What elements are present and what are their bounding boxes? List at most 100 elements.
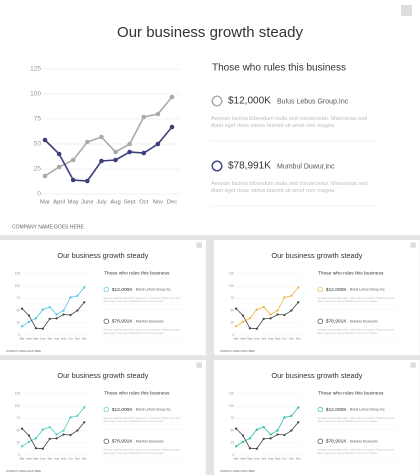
description-box: Aenean lacinia bibendum nulla sed consec… — [317, 417, 394, 423]
data-point — [297, 301, 300, 304]
y-tick-label: 75 — [17, 416, 21, 420]
description-box: Aenean lacinia bibendum nulla sed consec… — [211, 181, 367, 194]
y-tick-label: 125 — [15, 392, 21, 396]
legend-marker — [103, 438, 110, 445]
footer: COMPANY NAME GOES HERE — [6, 470, 41, 473]
x-tick-label: June — [81, 200, 94, 206]
x-tick-label: April — [53, 200, 65, 206]
data-point — [62, 433, 65, 436]
y-tick-label: 0 — [37, 191, 41, 198]
data-point — [290, 429, 293, 432]
data-point — [27, 314, 31, 317]
legend-marker — [103, 286, 110, 293]
legend-name: Bulus Lebus Group,Inc — [136, 288, 171, 292]
data-point — [48, 317, 51, 321]
x-tick-label: Sept — [275, 457, 281, 461]
description: Aenean lacinia bibendum nulla sed consec… — [317, 296, 395, 304]
x-tick-label: Sept — [124, 200, 136, 206]
y-tick-label: 25 — [231, 321, 235, 325]
panel-title: Those who rules this business — [318, 271, 384, 277]
data-point — [20, 325, 24, 328]
legend-marker — [103, 318, 110, 325]
description: Aenean lacinia bibendum nulla sed consec… — [103, 416, 181, 424]
slide-background — [0, 360, 206, 475]
series-line — [21, 287, 85, 327]
data-point — [269, 313, 272, 316]
data-point — [69, 313, 72, 317]
data-point — [269, 317, 272, 320]
x-tick-label: June — [40, 457, 47, 461]
data-point — [290, 294, 293, 297]
x-tick-label: July — [47, 457, 53, 461]
series-line — [235, 287, 299, 327]
description: Aenean lacinia bibendum nulla sed consec… — [317, 448, 395, 456]
data-point — [83, 421, 86, 424]
data-point — [248, 437, 252, 440]
legend-name: Mumbul Duwur,inc — [136, 319, 164, 323]
slide-icon — [401, 5, 412, 16]
slide-title: Our business growth steady — [117, 24, 303, 41]
data-point — [70, 177, 76, 183]
slide-title: Our business growth steady — [271, 251, 362, 260]
legend-marker — [103, 406, 110, 413]
x-tick-label: Mar — [234, 457, 239, 461]
x-tick-label: June — [254, 457, 261, 461]
x-tick-label: April — [240, 337, 246, 341]
x-tick-label: Dec — [82, 457, 88, 461]
legend-name: Mumbul Duwur,inc — [136, 439, 164, 443]
data-point — [34, 317, 38, 320]
data-point — [241, 314, 245, 317]
data-point — [283, 296, 286, 299]
x-tick-label: Dec — [167, 200, 177, 206]
slide-title: Our business growth steady — [271, 371, 362, 380]
data-point — [113, 157, 118, 163]
legend-name: Bulus Lebus Group,Inc — [277, 98, 349, 105]
data-point — [62, 313, 65, 316]
data-point — [276, 309, 279, 312]
x-tick-label: Nov — [153, 200, 163, 206]
x-tick-label: June — [254, 337, 261, 341]
description: Aenean lacinia bibendum nulla sed consec… — [103, 328, 181, 336]
panel-title: Those who rules this business — [318, 391, 384, 397]
description-box: Aenean lacinia bibendum nulla sed consec… — [103, 416, 181, 424]
x-tick-label: May — [247, 337, 253, 341]
slide-background — [214, 240, 420, 356]
data-point — [269, 433, 272, 436]
data-point — [255, 308, 258, 311]
data-point — [41, 428, 44, 431]
data-point — [34, 437, 38, 440]
x-tick-label: Mar — [234, 337, 239, 341]
slide-title: Our business growth steady — [57, 371, 148, 380]
data-point — [248, 447, 252, 450]
footer: COMPANY NAME GOES HERE — [220, 350, 255, 353]
data-point — [56, 164, 62, 170]
description-box: Aenean lacinia bibendum nulla sed consec… — [211, 116, 367, 129]
y-tick-label: 50 — [34, 141, 42, 148]
x-tick-label: Nov — [75, 337, 81, 341]
panel-title: Those who rules this business — [104, 271, 170, 277]
data-point — [269, 437, 272, 440]
y-tick-label: 125 — [229, 392, 235, 396]
data-point — [248, 317, 252, 320]
x-tick-label: Sept — [61, 337, 67, 341]
legend-name: Bulus Lebus Group,Inc — [350, 288, 385, 292]
x-tick-label: Oct — [282, 337, 287, 341]
x-tick-label: Oct — [68, 337, 73, 341]
y-tick-label: 0 — [232, 453, 234, 457]
x-tick-label: May — [33, 457, 39, 461]
data-point — [248, 327, 252, 330]
data-point — [241, 320, 245, 323]
data-point — [55, 313, 58, 316]
data-point — [234, 445, 238, 448]
data-point — [262, 437, 265, 441]
legend-total: $78,991K — [112, 319, 134, 325]
data-point — [127, 149, 132, 155]
footer: COMPANY NAME GOES HERE — [6, 350, 41, 353]
x-tick-label: Mar — [20, 457, 25, 461]
data-point — [41, 327, 44, 330]
x-tick-label: April — [240, 457, 246, 461]
x-tick-label: May — [33, 337, 39, 341]
data-point — [55, 433, 58, 436]
series-line — [21, 301, 85, 330]
